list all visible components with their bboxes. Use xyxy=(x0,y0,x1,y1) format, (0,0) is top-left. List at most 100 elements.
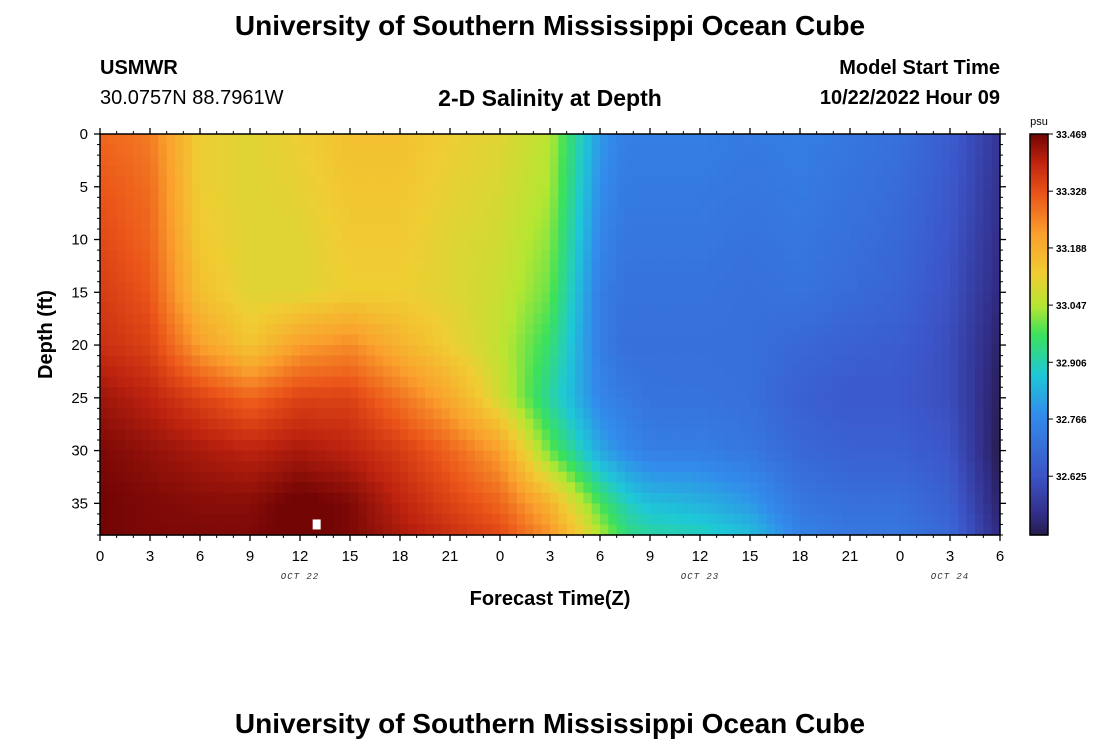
heatmap-cell xyxy=(341,292,351,304)
heatmap-cell xyxy=(641,408,651,420)
heatmap-cell xyxy=(250,440,259,452)
heatmap-cell xyxy=(425,176,434,188)
heatmap-cell xyxy=(991,408,1001,420)
colorbar-segment xyxy=(1030,234,1048,238)
heatmap-cell xyxy=(558,440,568,452)
heatmap-cell xyxy=(200,165,209,177)
heatmap-cell xyxy=(100,366,109,378)
heatmap-cell xyxy=(491,387,501,399)
heatmap-cell xyxy=(158,503,168,515)
heatmap-cell xyxy=(675,144,684,156)
heatmap-cell xyxy=(575,345,584,357)
x-tick-label: 6 xyxy=(596,548,604,565)
heatmap-cell xyxy=(108,503,118,515)
heatmap-cell xyxy=(408,197,418,209)
heatmap-cell xyxy=(225,313,234,325)
heatmap-cell xyxy=(408,260,418,272)
heatmap-cell xyxy=(791,165,801,177)
heatmap-cell xyxy=(966,408,976,420)
heatmap-cell xyxy=(691,524,701,536)
colorbar-segment xyxy=(1030,176,1048,180)
heatmap-cell xyxy=(375,429,384,441)
date-label: OCT 23 xyxy=(681,572,719,582)
heatmap-cell xyxy=(416,345,426,357)
heatmap-cell xyxy=(391,186,401,198)
heatmap-cell xyxy=(491,155,501,167)
heatmap-cell xyxy=(575,260,584,272)
heatmap-cell xyxy=(325,471,334,483)
heatmap-cell xyxy=(200,323,209,336)
heatmap-cell xyxy=(391,197,401,209)
heatmap-cell xyxy=(766,482,776,494)
heatmap-cell xyxy=(766,271,776,283)
heatmap-cell xyxy=(558,387,568,399)
heatmap-cell xyxy=(350,366,359,378)
heatmap-cell xyxy=(725,134,734,146)
heatmap-cell xyxy=(500,176,509,188)
heatmap-cell xyxy=(466,524,476,536)
colorbar-segment xyxy=(1030,151,1048,155)
heatmap-cell xyxy=(908,165,918,177)
heatmap-cell xyxy=(466,418,476,431)
colorbar-segment xyxy=(1030,221,1048,225)
heatmap-cell xyxy=(933,387,943,399)
heatmap-cell xyxy=(841,250,851,262)
heatmap-cell xyxy=(591,281,601,293)
heatmap-cell xyxy=(216,218,226,230)
heatmap-cell xyxy=(125,165,134,177)
colorbar-segment xyxy=(1030,201,1048,205)
heatmap-cell xyxy=(825,429,834,441)
heatmap-cell xyxy=(516,271,526,283)
heatmap-cell xyxy=(900,334,909,346)
heatmap-cell xyxy=(541,345,551,357)
heatmap-cell xyxy=(691,281,701,293)
heatmap-cell xyxy=(291,524,301,536)
colorbar-segment xyxy=(1030,519,1048,524)
heatmap-cell xyxy=(766,250,776,262)
heatmap-cell xyxy=(783,387,793,399)
heatmap-cell xyxy=(633,134,643,146)
heatmap-cell xyxy=(925,239,934,251)
heatmap-cell xyxy=(875,144,884,156)
heatmap-cell xyxy=(675,186,684,198)
heatmap-cell xyxy=(725,387,734,399)
heatmap-cell xyxy=(758,323,768,336)
heatmap-cell xyxy=(650,418,659,431)
heatmap-cell xyxy=(175,345,184,357)
heatmap-cell xyxy=(350,313,359,325)
colorbar-segment xyxy=(1030,306,1048,311)
heatmap-cell xyxy=(741,176,751,188)
heatmap-cell xyxy=(425,271,434,283)
heatmap-cell xyxy=(858,260,868,272)
heatmap-cell xyxy=(750,513,759,526)
heatmap-cell xyxy=(708,323,718,336)
heatmap-cell xyxy=(841,292,851,304)
heatmap-cell xyxy=(225,429,234,441)
heatmap-cell xyxy=(991,397,1001,409)
heatmap-cell xyxy=(116,440,126,452)
heatmap-cell xyxy=(350,408,359,420)
heatmap-cell xyxy=(650,503,659,515)
heatmap-cell xyxy=(200,387,209,399)
heatmap-cell xyxy=(125,228,134,241)
heatmap-cell xyxy=(425,155,434,167)
heatmap-cell xyxy=(950,176,959,188)
heatmap-cell xyxy=(200,302,209,314)
heatmap-cell xyxy=(850,471,859,483)
heatmap-cell xyxy=(675,450,684,462)
heatmap-cell xyxy=(516,228,526,241)
heatmap-cell xyxy=(508,155,518,167)
heatmap-cell xyxy=(683,376,693,388)
heatmap-cell xyxy=(741,418,751,431)
heatmap-cell xyxy=(566,134,576,146)
heatmap-cell xyxy=(416,165,426,177)
heatmap-cell xyxy=(350,440,359,452)
heatmap-cell xyxy=(500,492,509,504)
heatmap-cell xyxy=(183,513,193,526)
heatmap-cell xyxy=(741,292,751,304)
heatmap-cell xyxy=(216,197,226,209)
heatmap-cell xyxy=(983,260,993,272)
heatmap-cell xyxy=(683,334,693,346)
heatmap-cell xyxy=(483,376,493,388)
heatmap-cell xyxy=(825,144,834,156)
